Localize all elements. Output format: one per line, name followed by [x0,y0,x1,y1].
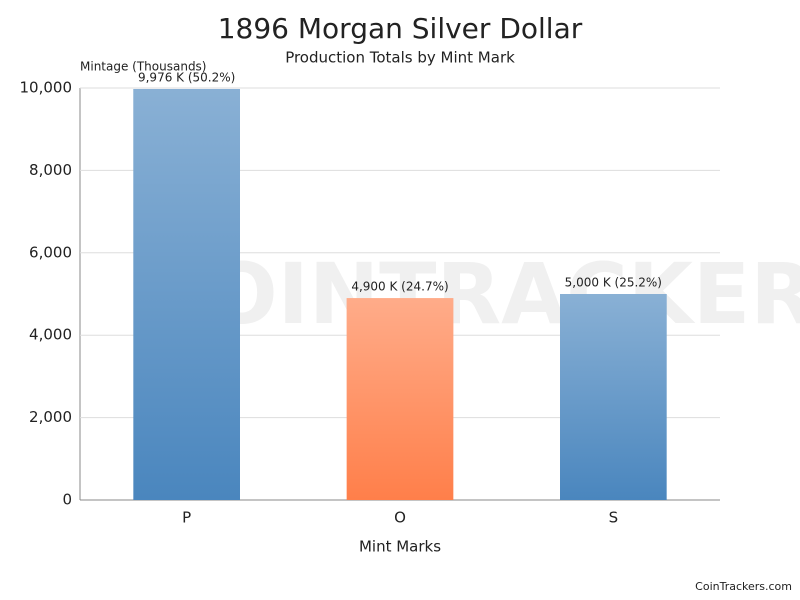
chart-subtitle: Production Totals by Mint Mark [285,49,515,67]
y-tick-label: 10,000 [20,79,73,97]
y-tick-label: 4,000 [29,326,72,344]
chart-title: 1896 Morgan Silver Dollar [218,12,583,45]
y-tick-label: 6,000 [29,243,72,261]
footer: CoinTrackers.com [695,580,792,593]
value-label: 5,000 K (25.2%) [565,276,662,290]
y-tick-label: 2,000 [29,408,72,426]
bar-shine [133,88,240,500]
x-tick-label: P [182,509,191,527]
value-label: 4,900 K (24.7%) [351,280,448,294]
y-axis-label: Mintage (Thousands) [80,60,207,74]
x-tick-label: O [394,509,406,527]
watermark: COINTRACKERS [145,245,800,343]
y-tick-label: 0 [62,491,72,509]
value-label: 9,976 K (50.2%) [138,70,235,84]
bar-shine [560,294,667,500]
y-tick-label: 8,000 [29,161,72,179]
x-axis-label: Mint Marks [359,538,441,556]
x-tick-label: S [609,509,619,527]
bar-shine [346,298,454,500]
